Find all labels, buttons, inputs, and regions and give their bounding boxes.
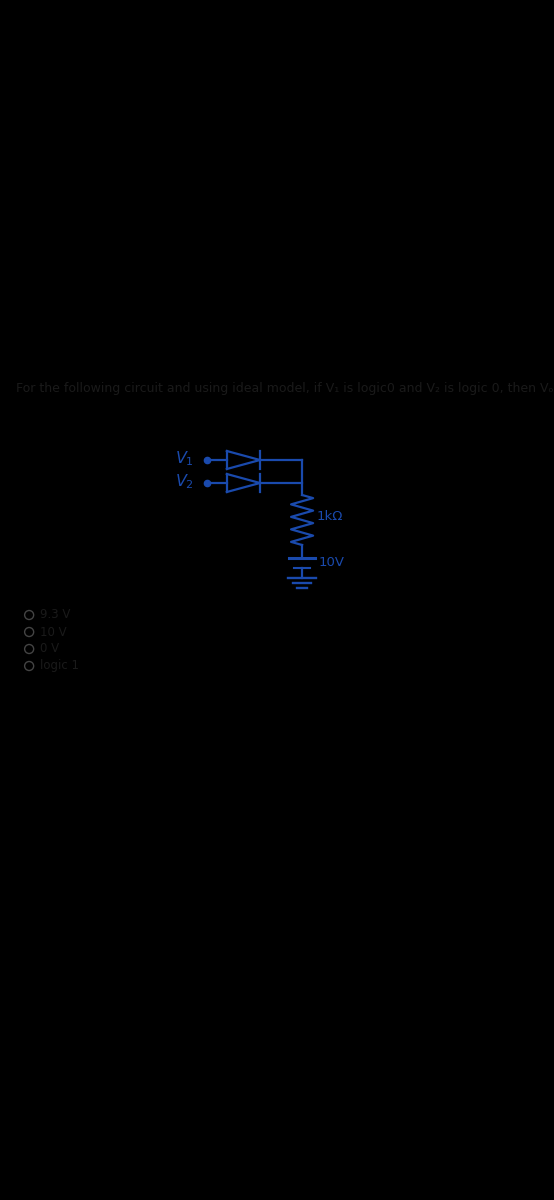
Text: 0 V: 0 V [40, 642, 59, 655]
Text: For the following circuit and using ideal model, if V₁ is logic0 and V₂ is logic: For the following circuit and using idea… [16, 382, 554, 395]
Text: 1kΩ: 1kΩ [316, 510, 342, 523]
Text: 10V: 10V [318, 557, 344, 570]
Text: $V_1$: $V_1$ [175, 450, 193, 468]
Text: logic 1: logic 1 [40, 660, 79, 672]
Text: 9.3 V: 9.3 V [40, 608, 70, 622]
Text: $V_2$: $V_2$ [175, 473, 193, 491]
Text: 10 V: 10 V [40, 625, 67, 638]
